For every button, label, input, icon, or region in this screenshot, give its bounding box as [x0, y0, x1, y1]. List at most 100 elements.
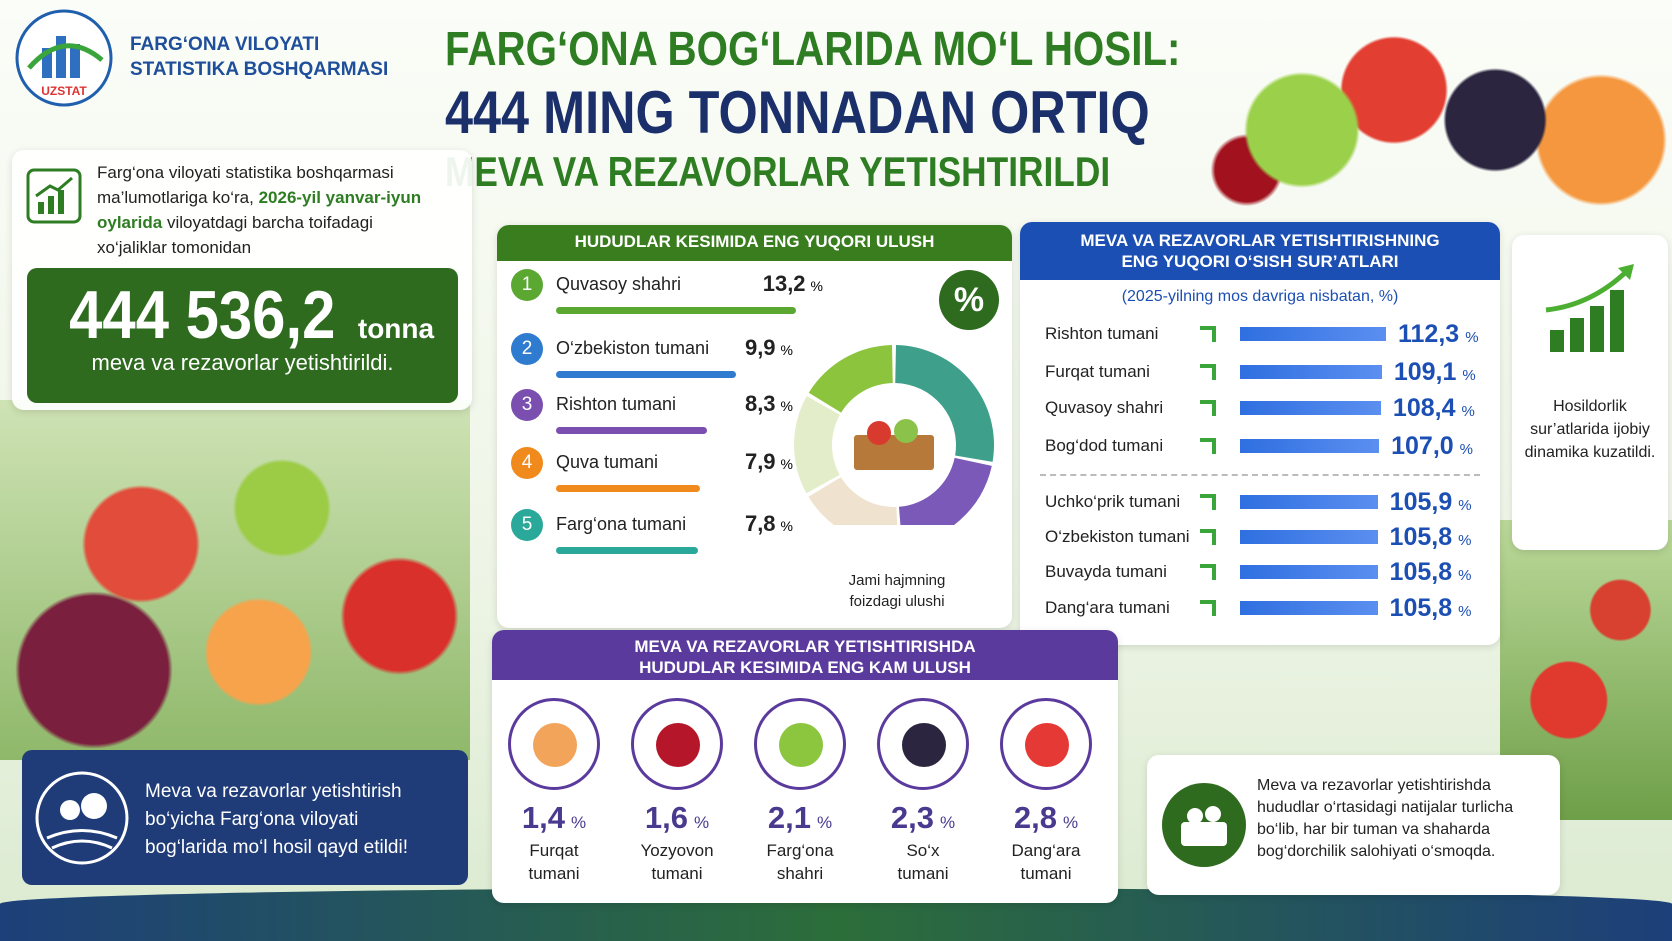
growth-bar [1240, 401, 1381, 415]
crate [854, 435, 934, 470]
fruit [902, 723, 946, 767]
region-name: Uchko‘prik tumani [1045, 492, 1181, 511]
top-share-title: HUDUDLAR KESIMIDA ENG YUQORI ULUSH [497, 225, 1012, 261]
rank-badge: 1 [511, 269, 543, 301]
share-bar [556, 547, 698, 554]
growth-unit: % [1458, 532, 1472, 549]
title-line: FARG‘ONA BOG‘LARIDA MO‘L HOSIL: [445, 23, 1181, 76]
growth-unit: % [1458, 603, 1472, 620]
growth-value: 105,8% [1390, 523, 1472, 552]
logo: UZSTAT [15, 9, 113, 107]
share-unit: % [780, 342, 793, 358]
basket-icon [1162, 783, 1246, 867]
fruit-icon [877, 698, 969, 790]
region-name: Bog‘dod tumani [1045, 436, 1164, 455]
intro-text: Farg‘ona viloyati statistika boshqarmasi… [97, 160, 427, 260]
fruit [533, 723, 577, 767]
share-unit: % [780, 456, 793, 472]
lowest-name: Furqat [529, 841, 579, 860]
growth-bar [1240, 495, 1378, 509]
share-label: 13,2 [762, 271, 806, 296]
fruits-top [1210, 10, 1670, 210]
fruit-icon [754, 698, 846, 790]
growth-label: 112,3 [1398, 320, 1460, 348]
share-bar [556, 371, 736, 378]
lowest-value: 2,3% [863, 800, 983, 836]
region-name: Rishton tumani [556, 394, 677, 414]
growth-unit: % [1462, 367, 1476, 384]
lowest-title: MEVA VA REZAVORLAR YETISHTIRISHDA HUDUDL… [492, 630, 1118, 680]
top-share-card: HUDUDLAR KESIMIDA ENG YUQORI ULUSH 1 Quva… [497, 225, 1012, 628]
region-name: O‘zbekiston tumani [1045, 527, 1190, 546]
arrow [1200, 529, 1216, 545]
lowest-name: So‘x [906, 841, 940, 860]
orchard-left [0, 400, 470, 760]
region-name: Dang‘ara tumani [1045, 598, 1170, 617]
share-bar [556, 485, 700, 492]
crate-fruit [894, 419, 918, 443]
lowest-label: 2,1 [767, 800, 811, 835]
lowest-value: 1,6% [617, 800, 737, 836]
total-value: 444 536,2 [69, 277, 336, 353]
lowest-unit: % [816, 813, 833, 832]
lowest-name: tumani [897, 864, 949, 883]
share-label: 9,9 [744, 335, 776, 360]
region-name: Farg‘ona tumani [556, 514, 687, 534]
region-name: Quva tumani [556, 452, 659, 472]
rank-badge: 4 [511, 447, 543, 479]
arrow [1200, 494, 1216, 510]
share-unit: % [780, 518, 793, 534]
bottom-right-card: Meva va rezavorlar yetishtirishda hududl… [1147, 755, 1560, 895]
arrow [1200, 364, 1216, 380]
growth-bar [1240, 439, 1380, 453]
lowest-name: tumani [528, 864, 580, 883]
share-value: 7,9% [697, 449, 793, 475]
lowest-name: shahri [776, 864, 824, 883]
lowest-name: Dang‘ara [1011, 841, 1081, 860]
donut: % [794, 270, 999, 525]
arrow [1200, 400, 1216, 416]
growth-bar [1240, 327, 1386, 341]
share-value: 8,3% [697, 391, 793, 417]
lowest-name: Farg‘ona [766, 841, 834, 860]
growth-unit: % [1458, 567, 1472, 584]
bottom-left-icon [35, 771, 129, 865]
growth-subtitle: (2025-yilning mos davriga nisbatan, %) [1121, 288, 1399, 305]
growth-unit: % [1458, 497, 1472, 514]
donut-segment [808, 345, 893, 413]
growth-bar [1240, 565, 1378, 579]
lowest-label: 2,3 [890, 800, 934, 835]
growth-title-line: MEVA VA REZAVORLAR YETISHTIRISHNING [1080, 231, 1440, 250]
arrow [1200, 564, 1216, 580]
lowest-title-line: MEVA VA REZAVORLAR YETISHTIRISHDA [634, 637, 976, 656]
lowest-name: tumani [651, 864, 703, 883]
title-line: 444 MING TONNADAN ORTIQ [445, 79, 1150, 146]
arrow [1200, 438, 1216, 454]
growth-value: 105,8% [1390, 558, 1472, 587]
bottom-right-text: Meva va rezavorlar yetishtirishda hududl… [1257, 777, 1514, 860]
growth-label: 109,1 [1393, 358, 1457, 386]
share-bar [556, 427, 707, 434]
donut-segment [794, 396, 840, 494]
growth-label: 105,8 [1389, 558, 1453, 586]
rank-badge: 2 [511, 333, 543, 365]
growth-value: 109,1% [1394, 358, 1476, 387]
rank-badge: 3 [511, 389, 543, 421]
lowest-unit: % [570, 813, 587, 832]
share-unit: % [810, 278, 823, 294]
growth-bar [1240, 365, 1382, 379]
total-box: 444 536,2 tonna meva va rezavorlar yetis… [27, 268, 458, 403]
region-name: Rishton tumani [1045, 324, 1159, 343]
lowest-title-line: HUDUDLAR KESIMIDA ENG KAM ULUSH [639, 658, 971, 677]
note-text: Hosildorlik sur’atlarida ijobiy dinamika… [1524, 398, 1656, 461]
arrow [1200, 326, 1216, 342]
fruit [1025, 723, 1069, 767]
org-line: FARG‘ONA VILOYATI [130, 34, 320, 55]
growth-card: MEVA VA REZAVORLAR YETISHTIRISHNING ENG … [1020, 222, 1500, 645]
growth-title: MEVA VA REZAVORLAR YETISHTIRISHNING ENG … [1020, 222, 1500, 280]
divider [1040, 474, 1480, 476]
growth-value: 108,4% [1393, 394, 1475, 423]
rank-badge: 5 [511, 509, 543, 541]
share-unit: % [780, 398, 793, 414]
